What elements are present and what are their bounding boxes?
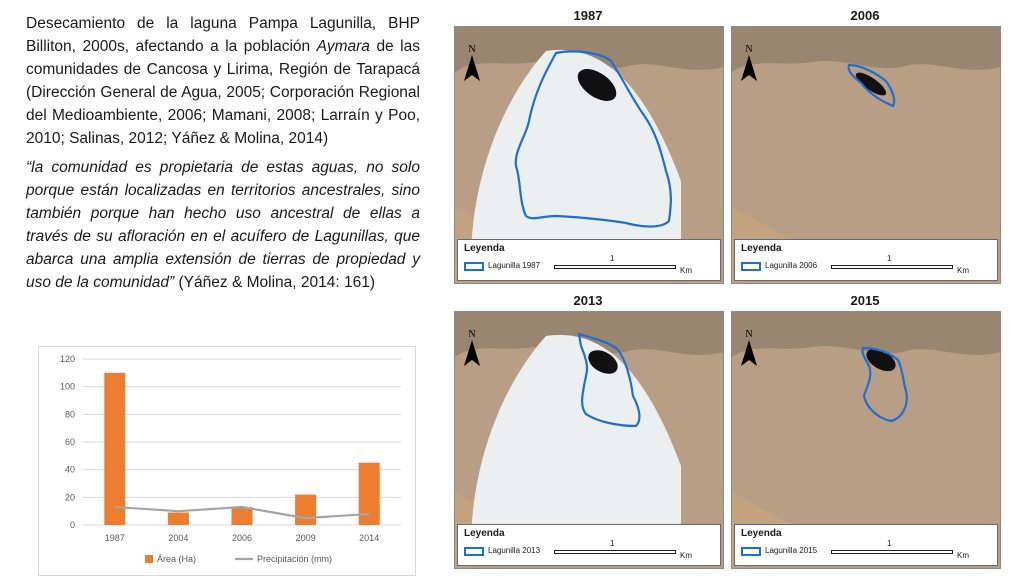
map-panel-2006: 2006 N Leyenda Lagunilla 2006 1 Km [731, 6, 1001, 284]
quote-paragraph: “la comunidad es propietaria de estas ag… [26, 156, 420, 294]
map-year-title: 2013 [573, 293, 603, 308]
legend-label: Lagunilla 2015 [765, 546, 818, 555]
bar [231, 507, 253, 525]
legend-swatch [464, 262, 484, 271]
legend-label: Lagunilla 2006 [765, 261, 818, 270]
y-tick-label: 20 [65, 492, 75, 502]
area-precipitation-chart: 0 20 40 60 80 100 120 1987 2004 2006 2009 2014 Área … [38, 346, 416, 576]
precipitation-line [114, 505, 370, 520]
y-tick-label: 120 [60, 354, 75, 364]
legend-title: Leyenda [464, 243, 505, 254]
bar [167, 512, 189, 525]
legend-swatch-area [145, 555, 153, 563]
svg-text:N: N [745, 44, 752, 55]
map-legend: Leyenda Lagunilla 2013 1 Km [457, 524, 721, 566]
satellite-map: N Leyenda Lagunilla 2013 1 Km [454, 311, 724, 569]
bar [295, 494, 317, 525]
map-panel-1987: 1987 N Leyenda Lagunilla 1987 1 Km [454, 6, 724, 284]
y-tick-label: 40 [65, 465, 75, 475]
y-tick-label: 100 [60, 382, 75, 392]
map-legend: Leyenda Lagunilla 2015 1 Km [734, 524, 998, 566]
satellite-map: N Leyenda Lagunilla 2015 1 Km [731, 311, 1001, 569]
north-arrow-icon: N [464, 44, 480, 81]
scale-unit: Km [957, 266, 969, 275]
legend-label: Lagunilla 2013 [488, 546, 541, 555]
y-tick-label: 80 [65, 409, 75, 419]
north-arrow-icon: N [741, 329, 757, 366]
description-text: Desecamiento de la laguna Pampa Lagunill… [26, 12, 420, 300]
legend-label-area: Área (Ha) [157, 554, 196, 564]
map-legend: Leyenda Lagunilla 1987 1 Km [457, 239, 721, 281]
scale-number: 1 [610, 254, 615, 263]
x-tick-label: 2009 [296, 533, 316, 543]
svg-text:N: N [468, 329, 475, 340]
legend-swatch [464, 547, 484, 556]
x-tick-label: 2004 [168, 533, 188, 543]
x-tick-label: 1987 [105, 533, 125, 543]
scale-unit: Km [680, 266, 692, 275]
intro-rest: de las comunidades de Cancosa y Lirima, … [26, 38, 420, 147]
citation-text: (Yáñez & Molina, 2014: 161) [174, 274, 375, 291]
scale-unit: Km [680, 551, 692, 560]
legend-title: Leyenda [741, 528, 782, 539]
intro-paragraph: Desecamiento de la laguna Pampa Lagunill… [26, 12, 420, 150]
y-tick-label: 0 [70, 520, 75, 530]
chart-svg: 0 20 40 60 80 100 120 1987 2004 2006 2009 2014 Área … [60, 354, 401, 564]
scale-bar [554, 265, 676, 269]
svg-text:N: N [745, 329, 752, 340]
map-year-title: 2006 [850, 8, 880, 23]
map-panel-2013: 2013 N Leyenda Lagunilla 2013 1 Km [454, 291, 724, 569]
legend-title: Leyenda [464, 528, 505, 539]
scale-bar [831, 265, 953, 269]
x-tick-label: 2006 [232, 533, 252, 543]
legend-label: Lagunilla 1987 [488, 261, 541, 270]
legend-title: Leyenda [741, 243, 782, 254]
north-arrow-icon: N [464, 329, 480, 366]
x-tick-label: 2014 [359, 533, 379, 543]
scale-number: 1 [887, 539, 892, 548]
legend-swatch [741, 262, 761, 271]
satellite-map: N Leyenda Lagunilla 1987 1 Km [454, 26, 724, 284]
map-year-title: 2015 [850, 293, 880, 308]
map-panel-2015: 2015 N Leyenda Lagunilla 2015 1 Km [731, 291, 1001, 569]
map-legend: Leyenda Lagunilla 2006 1 Km [734, 239, 998, 281]
intro-text: Desecamiento de la laguna Pampa Lagunill… [26, 15, 420, 55]
legend-swatch [741, 547, 761, 556]
intro-italic: Aymara [316, 38, 370, 55]
scale-bar [554, 550, 676, 554]
scale-number: 1 [610, 539, 615, 548]
scale-number: 1 [887, 254, 892, 263]
y-tick-label: 60 [65, 437, 75, 447]
quote-text: “la comunidad es propietaria de estas ag… [26, 159, 420, 291]
map-year-title: 1987 [573, 8, 603, 23]
bar [358, 462, 380, 525]
bar [104, 372, 126, 525]
north-arrow-icon: N [741, 44, 757, 81]
scale-bar [831, 550, 953, 554]
svg-text:N: N [468, 44, 475, 55]
scale-unit: Km [957, 551, 969, 560]
legend-label-precip: Precipitación (mm) [257, 554, 332, 564]
satellite-map: N Leyenda Lagunilla 2006 1 Km [731, 26, 1001, 284]
